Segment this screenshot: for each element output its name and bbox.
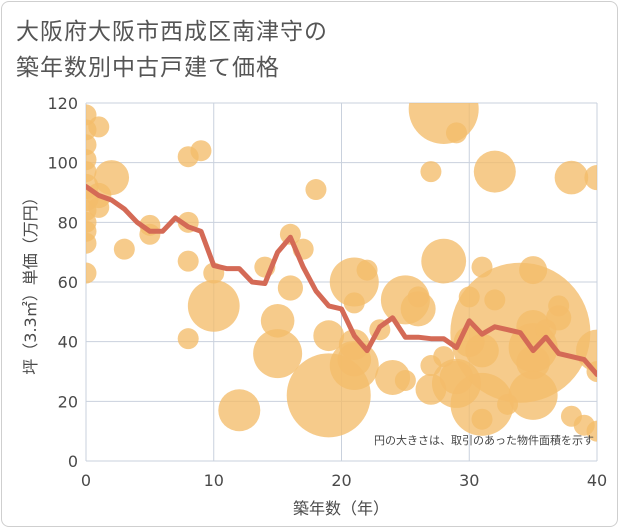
x-tick-label: 10 [204, 471, 224, 490]
bubble [86, 232, 97, 254]
trend-layer [86, 184, 597, 377]
bubble [190, 140, 212, 162]
chart-title: 大阪府大阪市西成区南津守の 築年数別中古戸建て価格 [16, 14, 576, 86]
bubbles-layer [86, 103, 597, 442]
bubble [253, 329, 303, 379]
bubble [337, 342, 372, 377]
bubble [356, 259, 378, 281]
y-tick-label: 60 [58, 273, 78, 292]
bubble [343, 292, 365, 314]
bubble [516, 345, 550, 380]
x-tick-label: 30 [459, 471, 479, 490]
y-tick-label: 100 [47, 154, 78, 173]
bubble-size-note: 円の大きさは、取引のあった物件面積を示す [374, 433, 594, 447]
bubble [420, 161, 442, 183]
bubble [400, 291, 436, 327]
y-tick-label: 120 [47, 94, 78, 113]
bubble [187, 279, 240, 332]
chart-title-line-2: 築年数別中古戸建て価格 [16, 55, 280, 81]
trend-line [86, 184, 597, 377]
x-tick-label: 0 [81, 471, 91, 490]
bubble [408, 103, 479, 144]
bubble [279, 223, 301, 245]
bubble [508, 370, 558, 420]
bubble [86, 262, 97, 284]
bubble [471, 408, 493, 430]
bubble [94, 160, 130, 196]
bubble [260, 303, 295, 338]
bubble [313, 320, 345, 352]
bubble [554, 160, 589, 195]
bubble [445, 122, 467, 144]
bubble [586, 420, 597, 442]
bubble [519, 256, 548, 285]
y-tick-label: 20 [58, 392, 78, 411]
bubble [113, 238, 135, 260]
bubble [548, 295, 570, 317]
x-tick-label: 20 [331, 471, 351, 490]
bubble [177, 250, 199, 272]
y-axis-label: 坪（3.3㎡）単価（万円） [21, 189, 40, 374]
bubble [421, 238, 467, 284]
x-tick-label: 40 [587, 471, 607, 490]
tick-labels: 0 20 40 60 80 100 120 0 10 20 30 40 [47, 94, 607, 490]
chart-title-line-1: 大阪府大阪市西成区南津守の [16, 19, 328, 45]
bubble [218, 389, 261, 432]
bubble [473, 150, 516, 193]
bubble [277, 275, 303, 301]
bubble [88, 196, 110, 218]
x-axis-label: 築年数（年） [293, 499, 389, 518]
bubble [394, 369, 416, 391]
bubble [584, 164, 597, 191]
y-tick-label: 40 [58, 333, 78, 352]
y-tick-label: 80 [58, 213, 78, 232]
bubble [177, 328, 199, 350]
bubble [88, 116, 110, 138]
y-tick-label: 0 [68, 452, 78, 471]
bubble [305, 179, 327, 201]
